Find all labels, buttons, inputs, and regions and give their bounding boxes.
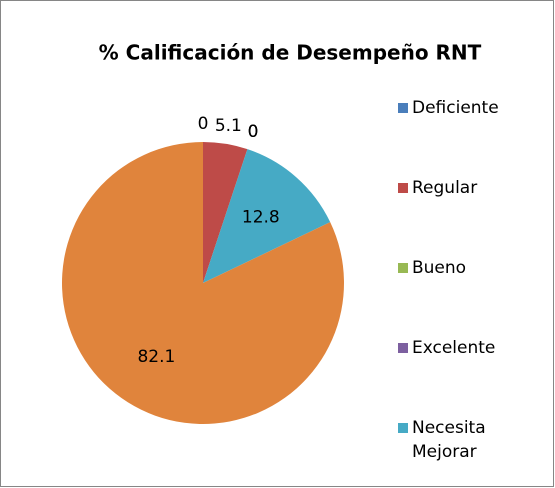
legend-entry: Necesita Mejorar [398, 416, 542, 464]
legend-label: Regular [412, 178, 478, 198]
pie-slice [203, 149, 331, 283]
legend-label: Excelente [412, 338, 496, 358]
legend-entry: Excelente [398, 336, 542, 360]
legend-label: Necesita Mejorar [412, 418, 486, 462]
legend-swatch [398, 263, 408, 273]
data-label: 0 [248, 122, 259, 142]
data-label: 82.1 [137, 347, 175, 367]
data-label: 0 [248, 122, 259, 142]
chart-title: % Calificación de Desempeño RNT [99, 41, 482, 65]
data-label: 0 [198, 114, 209, 134]
legend-entry: Bueno [398, 256, 542, 280]
legend-entry: Deficiente [398, 96, 542, 120]
legend-swatch [398, 103, 408, 113]
data-label: 12.8 [242, 207, 280, 227]
data-label: 5.1 [215, 116, 242, 136]
legend-label: Bueno [412, 258, 467, 278]
pie-slice [61, 142, 344, 425]
legend-swatch [398, 423, 408, 433]
pie-slice [203, 142, 248, 283]
legend-swatch [398, 183, 408, 193]
legend-label: Deficiente [412, 98, 499, 118]
legend-entry: Regular [398, 176, 542, 200]
legend-swatch [398, 343, 408, 353]
